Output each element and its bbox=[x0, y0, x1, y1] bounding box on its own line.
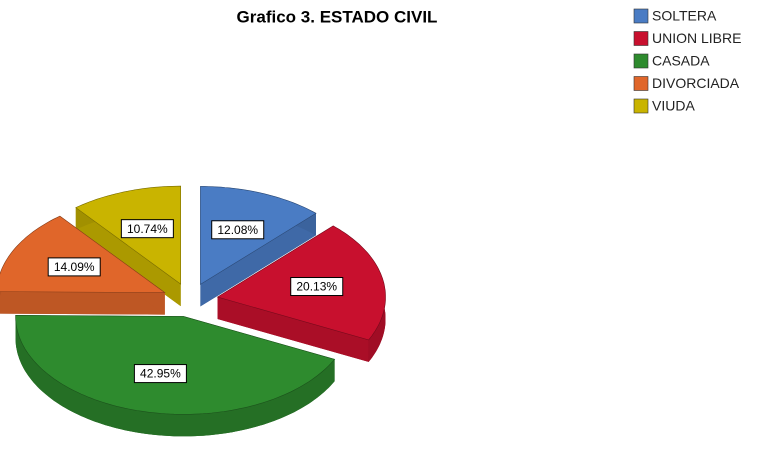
value-label-box bbox=[133, 364, 187, 384]
slice: 14.09% bbox=[0, 215, 166, 315]
value-label: 14.09% bbox=[54, 260, 95, 274]
value-label: 42.95% bbox=[140, 367, 181, 381]
slice-outer-wall bbox=[15, 315, 335, 437]
slice: 42.95% bbox=[15, 314, 336, 437]
legend-swatch bbox=[633, 8, 649, 24]
legend-swatch bbox=[633, 76, 649, 91]
legend-swatch bbox=[633, 31, 649, 46]
value-label-box bbox=[120, 219, 174, 239]
legend-label: UNION LIBRE bbox=[652, 30, 741, 46]
value-label-box bbox=[290, 277, 344, 297]
value-label: 12.08% bbox=[217, 223, 258, 237]
slice: 10.74% bbox=[75, 185, 181, 307]
slice-radial-wall bbox=[75, 207, 181, 307]
legend-label: CASADA bbox=[652, 53, 710, 69]
legend-label: VIUDA bbox=[652, 98, 695, 114]
slice: 20.13% bbox=[216, 225, 386, 362]
slice-top bbox=[0, 215, 166, 293]
value-label-box bbox=[47, 257, 101, 277]
slice-radial-wall bbox=[217, 297, 369, 362]
value-label: 20.13% bbox=[296, 280, 337, 294]
legend-swatch bbox=[633, 53, 649, 69]
chart-title: Grafico 3. ESTADO CIVIL bbox=[237, 7, 438, 26]
slice-radial-wall bbox=[0, 291, 165, 315]
value-label: 10.74% bbox=[127, 222, 168, 236]
legend-label: SOLTERA bbox=[652, 8, 717, 24]
slice-radial-wall bbox=[200, 213, 316, 307]
legend-label: DIVORCIADA bbox=[652, 75, 740, 91]
value-label-box bbox=[211, 220, 265, 240]
slice: 12.08% bbox=[200, 186, 317, 307]
legend-swatch bbox=[633, 98, 649, 114]
